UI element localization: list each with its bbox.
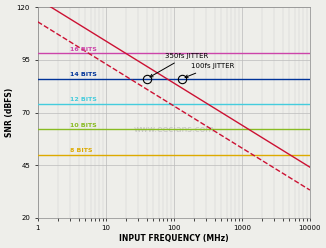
Text: 16 BITS: 16 BITS	[70, 47, 97, 52]
Text: 350fs JITTER: 350fs JITTER	[150, 53, 209, 77]
Text: www.eecians.com: www.eecians.com	[133, 125, 214, 134]
Text: 8 BITS: 8 BITS	[70, 148, 93, 153]
Y-axis label: SNR (dBFS): SNR (dBFS)	[5, 88, 14, 137]
X-axis label: INPUT FREQUENCY (MHz): INPUT FREQUENCY (MHz)	[119, 234, 229, 243]
Text: 12 BITS: 12 BITS	[70, 97, 97, 102]
Text: 10 BITS: 10 BITS	[70, 123, 97, 128]
Text: 14 BITS: 14 BITS	[70, 72, 97, 77]
Text: 100fs JITTER: 100fs JITTER	[185, 63, 234, 78]
